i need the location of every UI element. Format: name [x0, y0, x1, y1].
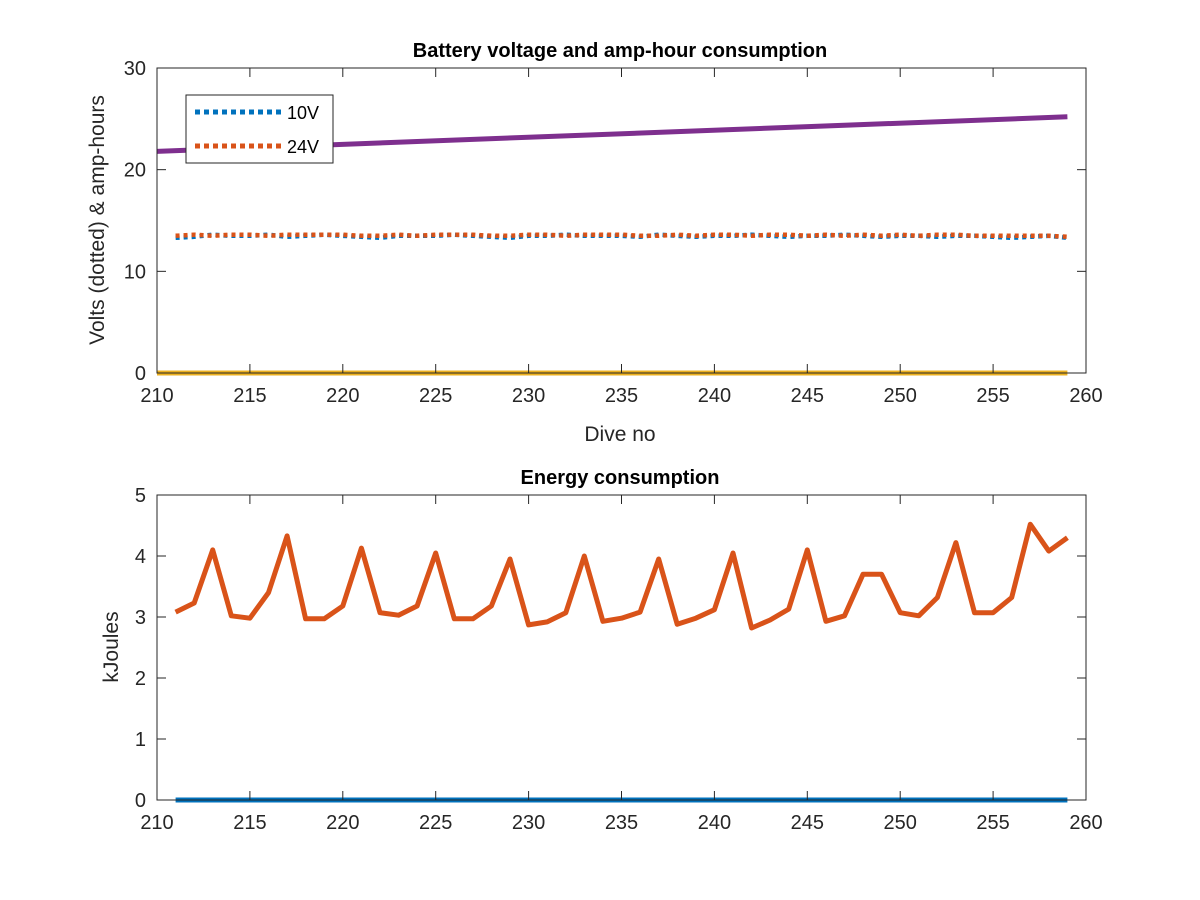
energy-panel: Energy consumption 210 215 220 225 230 235 240…: [100, 467, 1103, 834]
legend-label-10v: 10V: [287, 103, 319, 123]
x-tick-label: 220: [326, 385, 359, 407]
x-tick-label: 230: [512, 812, 545, 834]
x-tick-label: 215: [233, 385, 266, 407]
x-tick-label: 235: [605, 385, 638, 407]
x-tick-label: 210: [140, 385, 173, 407]
y-tick-label: 10: [124, 261, 146, 283]
y-tick-label: 0: [135, 790, 146, 812]
x-tick-label: 225: [419, 812, 452, 834]
energy-series-line-1: [174, 521, 1069, 631]
y-tick-label: 3: [135, 607, 146, 629]
voltage-x-ticks: 210 215 220 225 230 235 240 245 250 255 260: [140, 68, 1103, 407]
x-tick-label: 220: [326, 812, 359, 834]
y-tick-label: 1: [135, 729, 146, 751]
x-tick-label: 235: [605, 812, 638, 834]
x-tick-label: 255: [976, 812, 1009, 834]
legend-box: [185, 94, 334, 164]
energy-y-axis-label: kJoules: [100, 611, 123, 682]
x-tick-label: 245: [791, 385, 824, 407]
voltage-x-axis-label: Dive no: [584, 423, 655, 446]
y-tick-label: 30: [124, 58, 146, 80]
voltage-chart-title: Battery voltage and amp-hour consumption: [413, 40, 827, 62]
legend-label-24v: 24V: [287, 137, 319, 157]
y-tick-label: 0: [135, 363, 146, 385]
energy-x-ticks: 210 215 220 225 230 235 240 245 250 255 260: [140, 495, 1103, 834]
energy-y-ticks: 0 1 2 3 4 5: [135, 485, 1086, 812]
y-tick-label: 5: [135, 485, 146, 507]
x-tick-label: 250: [884, 385, 917, 407]
y-tick-label: 2: [135, 668, 146, 690]
energy-chart-title: Energy consumption: [521, 467, 720, 489]
voltage-legend: 10V 24V: [185, 94, 334, 164]
x-tick-label: 240: [698, 385, 731, 407]
y-tick-label: 20: [124, 160, 146, 182]
voltage-series-24v: [175, 232, 1068, 240]
y-tick-label: 4: [135, 546, 146, 568]
x-tick-label: 240: [698, 812, 731, 834]
x-tick-label: 245: [791, 812, 824, 834]
x-tick-label: 260: [1069, 812, 1102, 834]
x-tick-label: 250: [884, 812, 917, 834]
x-tick-label: 255: [976, 385, 1009, 407]
x-tick-label: 215: [233, 812, 266, 834]
x-tick-label: 210: [140, 812, 173, 834]
voltage-panel: Battery voltage and amp-hour consumption…: [86, 40, 1103, 446]
x-tick-label: 225: [419, 385, 452, 407]
x-tick-label: 230: [512, 385, 545, 407]
voltage-y-axis-label: Volts (dotted) & amp-hours: [86, 95, 109, 345]
voltage-y-ticks: 0 10 20 30: [124, 58, 1086, 385]
x-tick-label: 260: [1069, 385, 1102, 407]
